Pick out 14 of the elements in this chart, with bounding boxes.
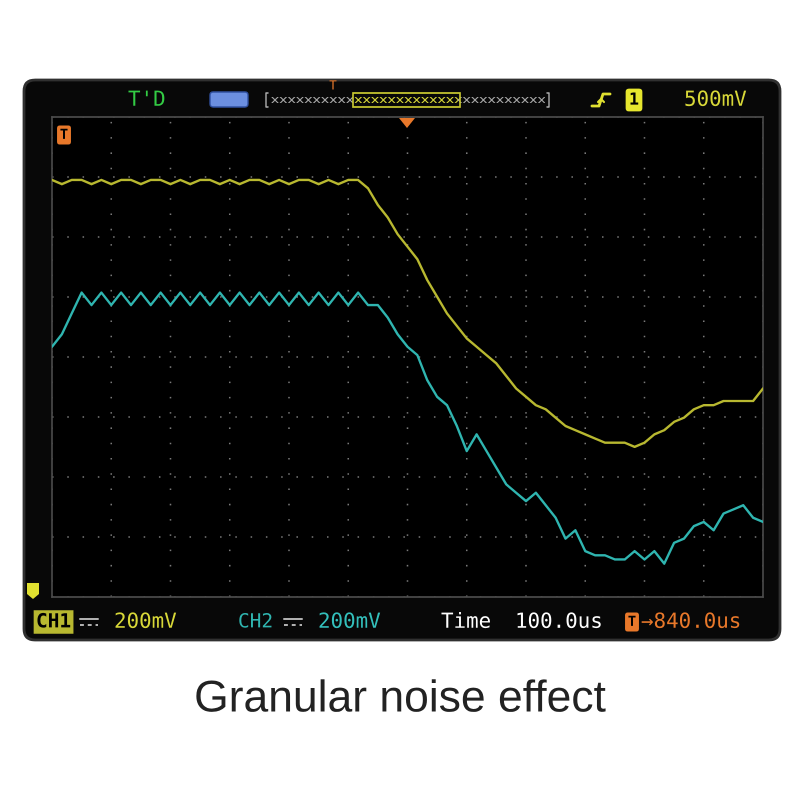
text: Granular noise effect xyxy=(196,679,606,712)
text: 1 xyxy=(630,92,638,105)
text: 100.0us xyxy=(518,612,601,628)
text: T xyxy=(330,80,336,90)
text: CH1 xyxy=(37,612,70,628)
text: CH2 xyxy=(239,612,272,628)
text: 200mV xyxy=(116,612,176,628)
text: T xyxy=(628,616,636,626)
text: →840.0us xyxy=(642,612,740,628)
text: 200mV xyxy=(320,612,380,628)
text: T xyxy=(60,128,68,139)
text: T'D xyxy=(128,90,164,106)
text: 500mV xyxy=(685,90,746,106)
text: Time xyxy=(441,612,490,628)
